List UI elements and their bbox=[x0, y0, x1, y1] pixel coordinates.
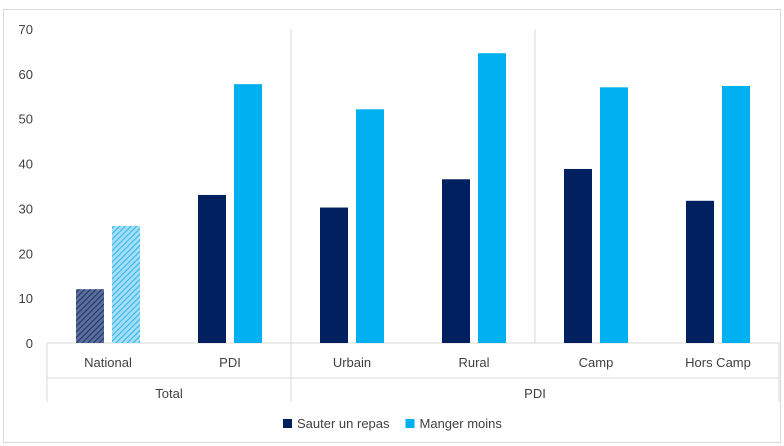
x-tick-label: Rural bbox=[458, 355, 489, 370]
bar-rural-sauter bbox=[442, 179, 470, 343]
y-tick-label: 60 bbox=[19, 67, 33, 82]
y-tick-label: 0 bbox=[26, 336, 33, 351]
chart-frame bbox=[3, 9, 781, 443]
x-tick-label: Camp bbox=[579, 355, 614, 370]
group-label: Total bbox=[155, 386, 183, 401]
legend-swatch bbox=[405, 419, 415, 428]
y-tick-label: 10 bbox=[19, 291, 33, 306]
bar-urbain-sauter bbox=[320, 207, 348, 343]
legend-label: Sauter un repas bbox=[297, 416, 390, 431]
bar-hors-camp-sauter bbox=[686, 200, 714, 343]
x-tick-label: PDI bbox=[219, 355, 241, 370]
y-tick-label: 70 bbox=[19, 22, 33, 37]
bar-urbain-manger bbox=[356, 109, 384, 344]
y-tick-label: 40 bbox=[19, 157, 33, 172]
bar-pdi-manger bbox=[234, 84, 262, 343]
bar-camp-manger bbox=[600, 87, 628, 343]
bar-national-manger bbox=[112, 225, 140, 343]
x-tick-label: Urbain bbox=[333, 355, 371, 370]
bar-camp-sauter bbox=[564, 168, 592, 343]
x-tick-label: National bbox=[84, 355, 132, 370]
legend-label: Manger moins bbox=[420, 416, 503, 431]
legend-swatch bbox=[283, 419, 292, 428]
bar-pdi-sauter bbox=[198, 194, 226, 343]
bar-hors-camp-manger bbox=[722, 85, 750, 344]
group-label: PDI bbox=[524, 386, 546, 401]
y-tick-label: 30 bbox=[19, 201, 33, 216]
y-tick-label: 20 bbox=[19, 246, 33, 261]
y-tick-label: 50 bbox=[19, 112, 33, 127]
bar-national-sauter bbox=[76, 289, 104, 343]
bar-rural-manger bbox=[478, 53, 506, 343]
x-tick-label: Hors Camp bbox=[685, 355, 751, 370]
